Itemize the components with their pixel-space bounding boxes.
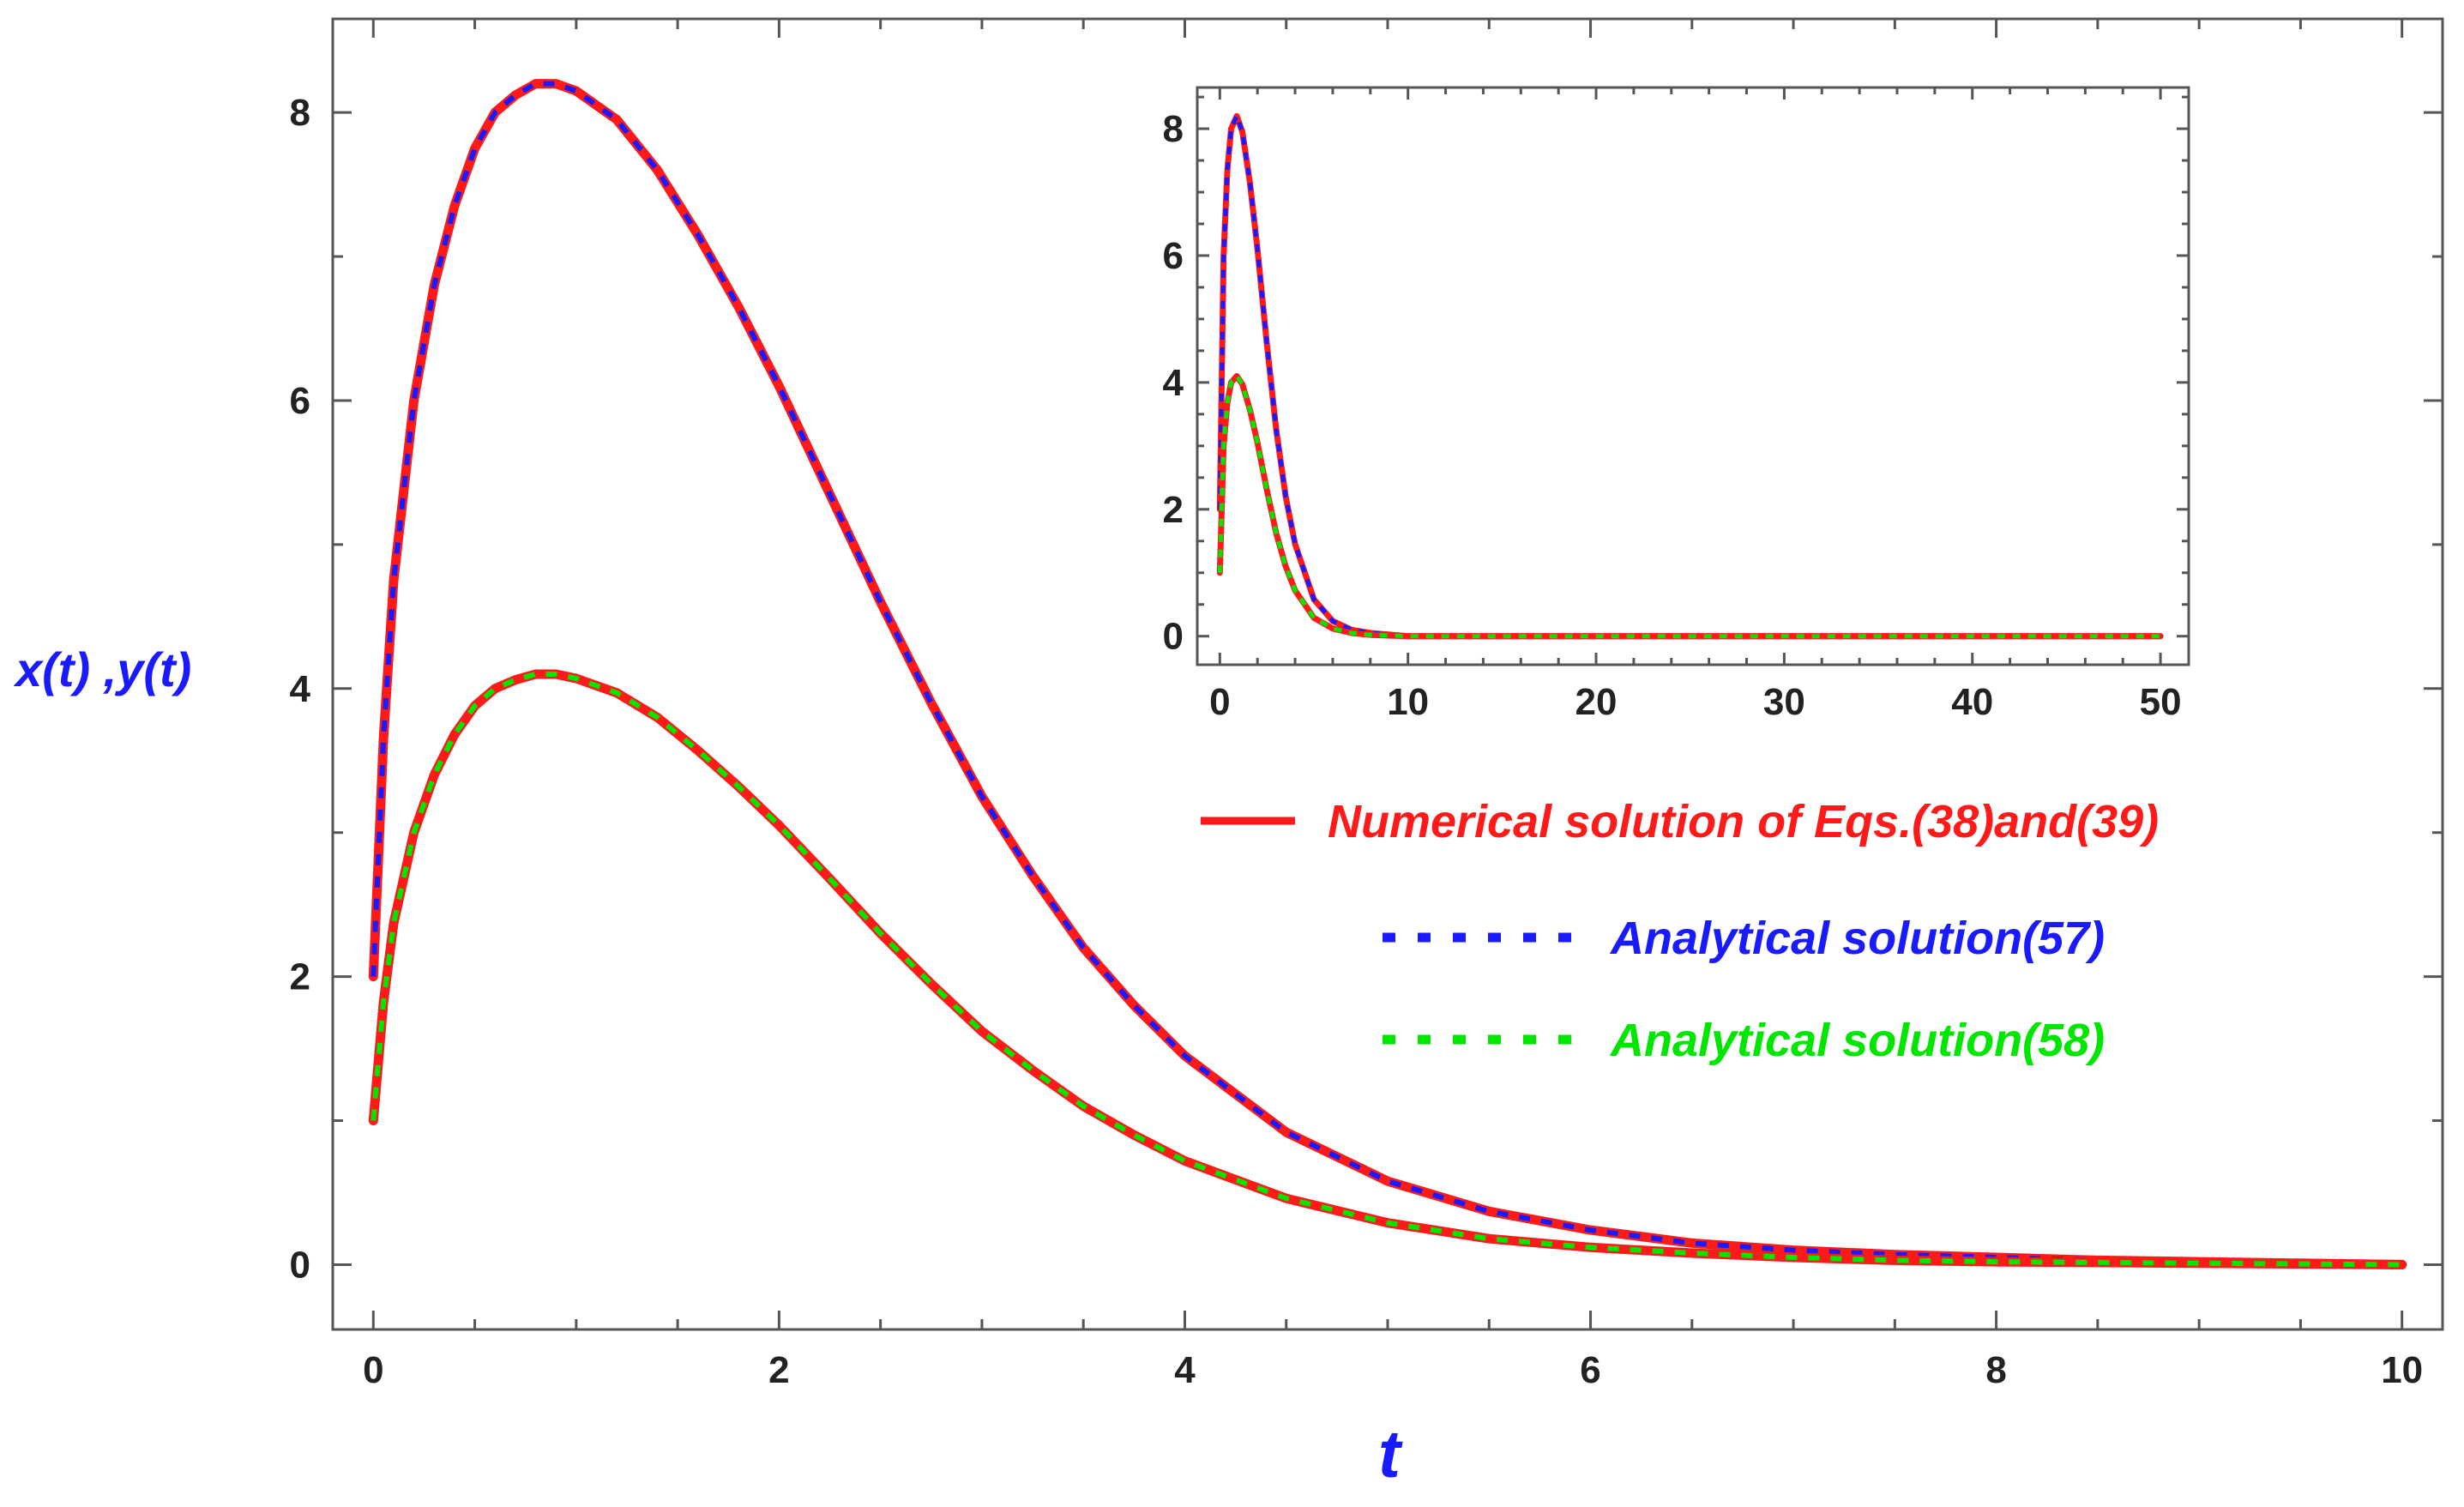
legend-label-numerical: Numerical solution of Eqs.(38)and(39) bbox=[1328, 796, 2159, 847]
main-x-tick-label: 2 bbox=[768, 1349, 789, 1391]
inset-frame bbox=[1196, 86, 2190, 666]
main-y-tick-label: 2 bbox=[290, 956, 310, 998]
main-x-tick-label: 0 bbox=[363, 1349, 383, 1391]
main-y-tick-label: 0 bbox=[290, 1244, 310, 1286]
inset-x-tick-label: 20 bbox=[1575, 681, 1618, 723]
inset-x-tick-label: 50 bbox=[2140, 681, 2182, 723]
inset-x-tick-label: 30 bbox=[1763, 681, 1805, 723]
inset-y-tick-label: 8 bbox=[1163, 108, 1184, 150]
inset-x-tick-label: 10 bbox=[1387, 681, 1429, 723]
inset-series-numerical-solution-of-eqs-38-and-39 bbox=[1216, 373, 2164, 640]
legend-label-analytical-57: Analytical solution(57) bbox=[1609, 913, 2105, 964]
legend-label-analytical-58: Analytical solution(58) bbox=[1609, 1015, 2105, 1066]
inset-y-tick-label: 6 bbox=[1163, 235, 1184, 277]
inset-x-tick-label: 40 bbox=[1951, 681, 1993, 723]
inset-y-tick-label: 4 bbox=[1163, 362, 1184, 404]
legend: Numerical solution of Eqs.(38)and(39) An… bbox=[1201, 796, 2159, 1066]
y-axis-title: x(t) ,y(t) bbox=[13, 642, 191, 696]
inset-y-tick-label: 2 bbox=[1163, 489, 1184, 531]
inset-x-tick-label: 0 bbox=[1209, 681, 1230, 723]
main-y-tick-label: 8 bbox=[290, 92, 310, 134]
main-x-tick-label: 8 bbox=[1985, 1349, 2006, 1391]
x-axis-title: t bbox=[1378, 1416, 1403, 1492]
main-x-tick-label: 6 bbox=[1580, 1349, 1600, 1391]
inset-plot: 0 10 20 30 40 50 0 2 4 6 8 bbox=[1163, 86, 2190, 723]
main-series-analytical-solution-57 bbox=[371, 81, 2402, 1268]
main-y-tick-label: 4 bbox=[290, 668, 311, 710]
inset-y-tick-label: 0 bbox=[1163, 616, 1184, 658]
main-x-tick-label: 10 bbox=[2381, 1349, 2423, 1391]
main-x-tick-label: 4 bbox=[1174, 1349, 1196, 1391]
main-series-analytical-solution-58 bbox=[371, 672, 2402, 1268]
main-y-tick-label: 6 bbox=[290, 380, 310, 422]
